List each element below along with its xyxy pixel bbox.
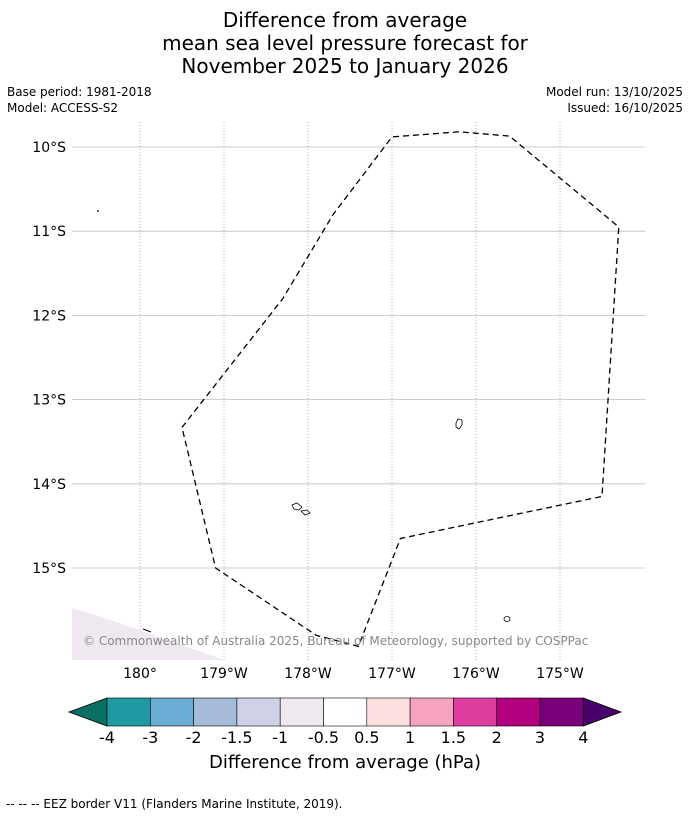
colorbar-segment (279, 697, 324, 727)
eez-border (181, 131, 620, 648)
colorbar-min-extend (67, 697, 108, 727)
colorbar-segment (539, 697, 584, 727)
colorbar-tick-label: -0.5 (307, 728, 340, 747)
colorbar-title: Difference from average (hPa) (208, 752, 482, 773)
lon-label: 177°W (368, 666, 416, 682)
lat-label: 11°S (32, 224, 66, 240)
islands (97, 210, 511, 633)
island-savaii (300, 509, 311, 516)
island-swains (455, 418, 463, 430)
colorbar-segment (323, 697, 368, 727)
coastline-fragment (142, 628, 152, 633)
colorbar-tick-label: 4 (578, 728, 589, 747)
island-speck (97, 210, 99, 212)
lon-label: 178°W (284, 666, 332, 682)
eez-legend-note: -- -- -- EEZ border V11 (Flanders Marine… (6, 797, 343, 811)
colorbar-tick-label: 2 (491, 728, 502, 747)
lon-label: 175°W (536, 666, 584, 682)
lat-label: 14°S (32, 477, 66, 493)
colorbar-tick-label: -1.5 (221, 728, 253, 747)
latitude-labels: 10°S 11°S 12°S 13°S 14°S 15°S (32, 140, 66, 577)
copyright-notice: © Commonwealth of Australia 2025, Bureau… (83, 634, 588, 648)
colorbar-segment (193, 697, 238, 727)
island-south (503, 616, 511, 622)
colorbar-segment (496, 697, 541, 727)
colorbar (67, 697, 623, 727)
lon-label: 176°W (452, 666, 500, 682)
chart-title-line-2: mean sea level pressure forecast for (162, 31, 528, 55)
colorbar-tick-label: -3 (142, 728, 159, 747)
lon-label: 179°W (200, 666, 248, 682)
issued-label: Issued: 16/10/2025 (567, 101, 683, 115)
colorbar-tick-label: 1 (405, 728, 416, 747)
lat-label: 10°S (32, 140, 66, 156)
lat-label: 12°S (32, 308, 66, 324)
colorbar-tick-label: -1 (272, 728, 289, 747)
colorbar-tick-label: 3 (534, 728, 546, 747)
colorbar-segment (366, 697, 411, 727)
colorbar-segment (106, 697, 151, 727)
colorbar-tick-label: -4 (99, 728, 115, 747)
shaded-region (72, 608, 225, 660)
lat-label: 15°S (32, 561, 66, 577)
model-label: Model: ACCESS-S2 (7, 101, 119, 115)
lat-label: 13°S (32, 393, 66, 409)
colorbar-segment (236, 697, 281, 727)
island-upolu (291, 502, 303, 511)
colorbar-segment (409, 697, 454, 727)
lon-label: 180° (123, 666, 157, 682)
graticule (72, 122, 645, 660)
chart-title-line-1: Difference from average (222, 8, 468, 32)
chart-title-line-3: November 2025 to January 2026 (181, 54, 509, 78)
colorbar-tick-label: -2 (185, 728, 202, 747)
colorbar-segment (453, 697, 497, 727)
base-period-label: Base period: 1981-2018 (7, 85, 152, 99)
colorbar-tick-label: 0.5 (354, 728, 380, 747)
longitude-labels: 180° 179°W 178°W 177°W 176°W 175°W (123, 666, 584, 682)
colorbar-segment (150, 697, 194, 727)
colorbar-max-extend (582, 697, 623, 727)
model-run-label: Model run: 13/10/2025 (545, 85, 683, 99)
colorbar-tick-label: 1.5 (440, 728, 467, 747)
